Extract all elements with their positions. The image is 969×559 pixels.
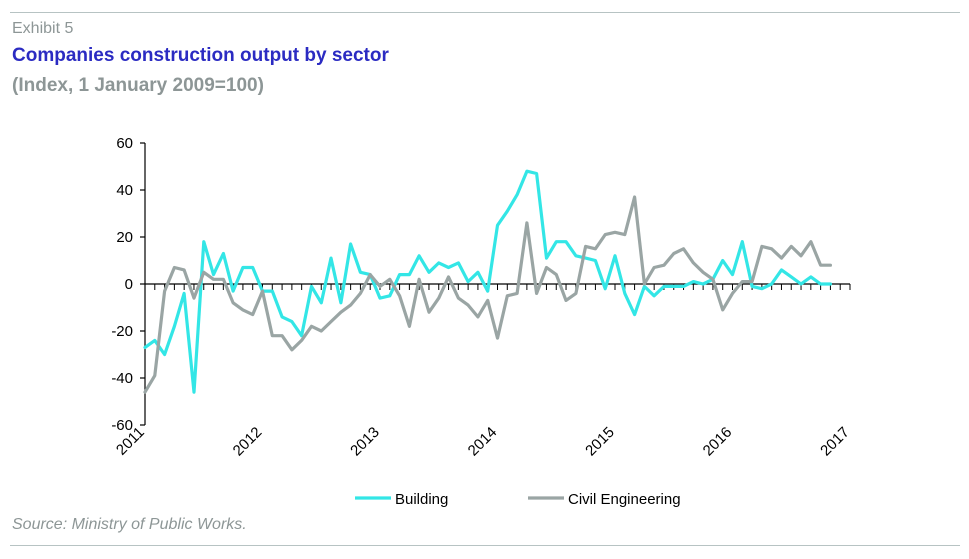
x-tick-label: 2014 xyxy=(465,424,501,460)
legend-label-civil-engineering: Civil Engineering xyxy=(568,491,681,508)
x-tick-label: 2015 xyxy=(582,424,618,460)
series-line-civil-engineering xyxy=(143,195,833,394)
chart-subtitle: (Index, 1 January 2009=100) xyxy=(12,75,264,96)
chart-title: Companies construction output by sector xyxy=(12,45,389,66)
y-tick-label: 60 xyxy=(116,135,133,152)
y-tick-label: -60 xyxy=(111,417,133,434)
y-tick-label: 20 xyxy=(116,229,133,246)
source-note: Source: Ministry of Public Works. xyxy=(12,516,247,533)
x-tick-label: 2013 xyxy=(347,424,383,460)
x-tick-label: 2016 xyxy=(700,424,736,460)
x-tick-label: 2017 xyxy=(817,424,853,460)
y-tick-label: -40 xyxy=(111,370,133,387)
top-rule xyxy=(10,12,960,13)
exhibit-label: Exhibit 5 xyxy=(12,20,74,37)
y-tick-label: 0 xyxy=(125,276,133,293)
series-line-building xyxy=(143,169,833,394)
legend-label-building: Building xyxy=(395,491,448,508)
y-tick-label: -20 xyxy=(111,323,133,340)
y-tick-label: 40 xyxy=(116,182,133,199)
x-tick-label: 2012 xyxy=(230,424,266,460)
bottom-rule xyxy=(10,545,960,546)
